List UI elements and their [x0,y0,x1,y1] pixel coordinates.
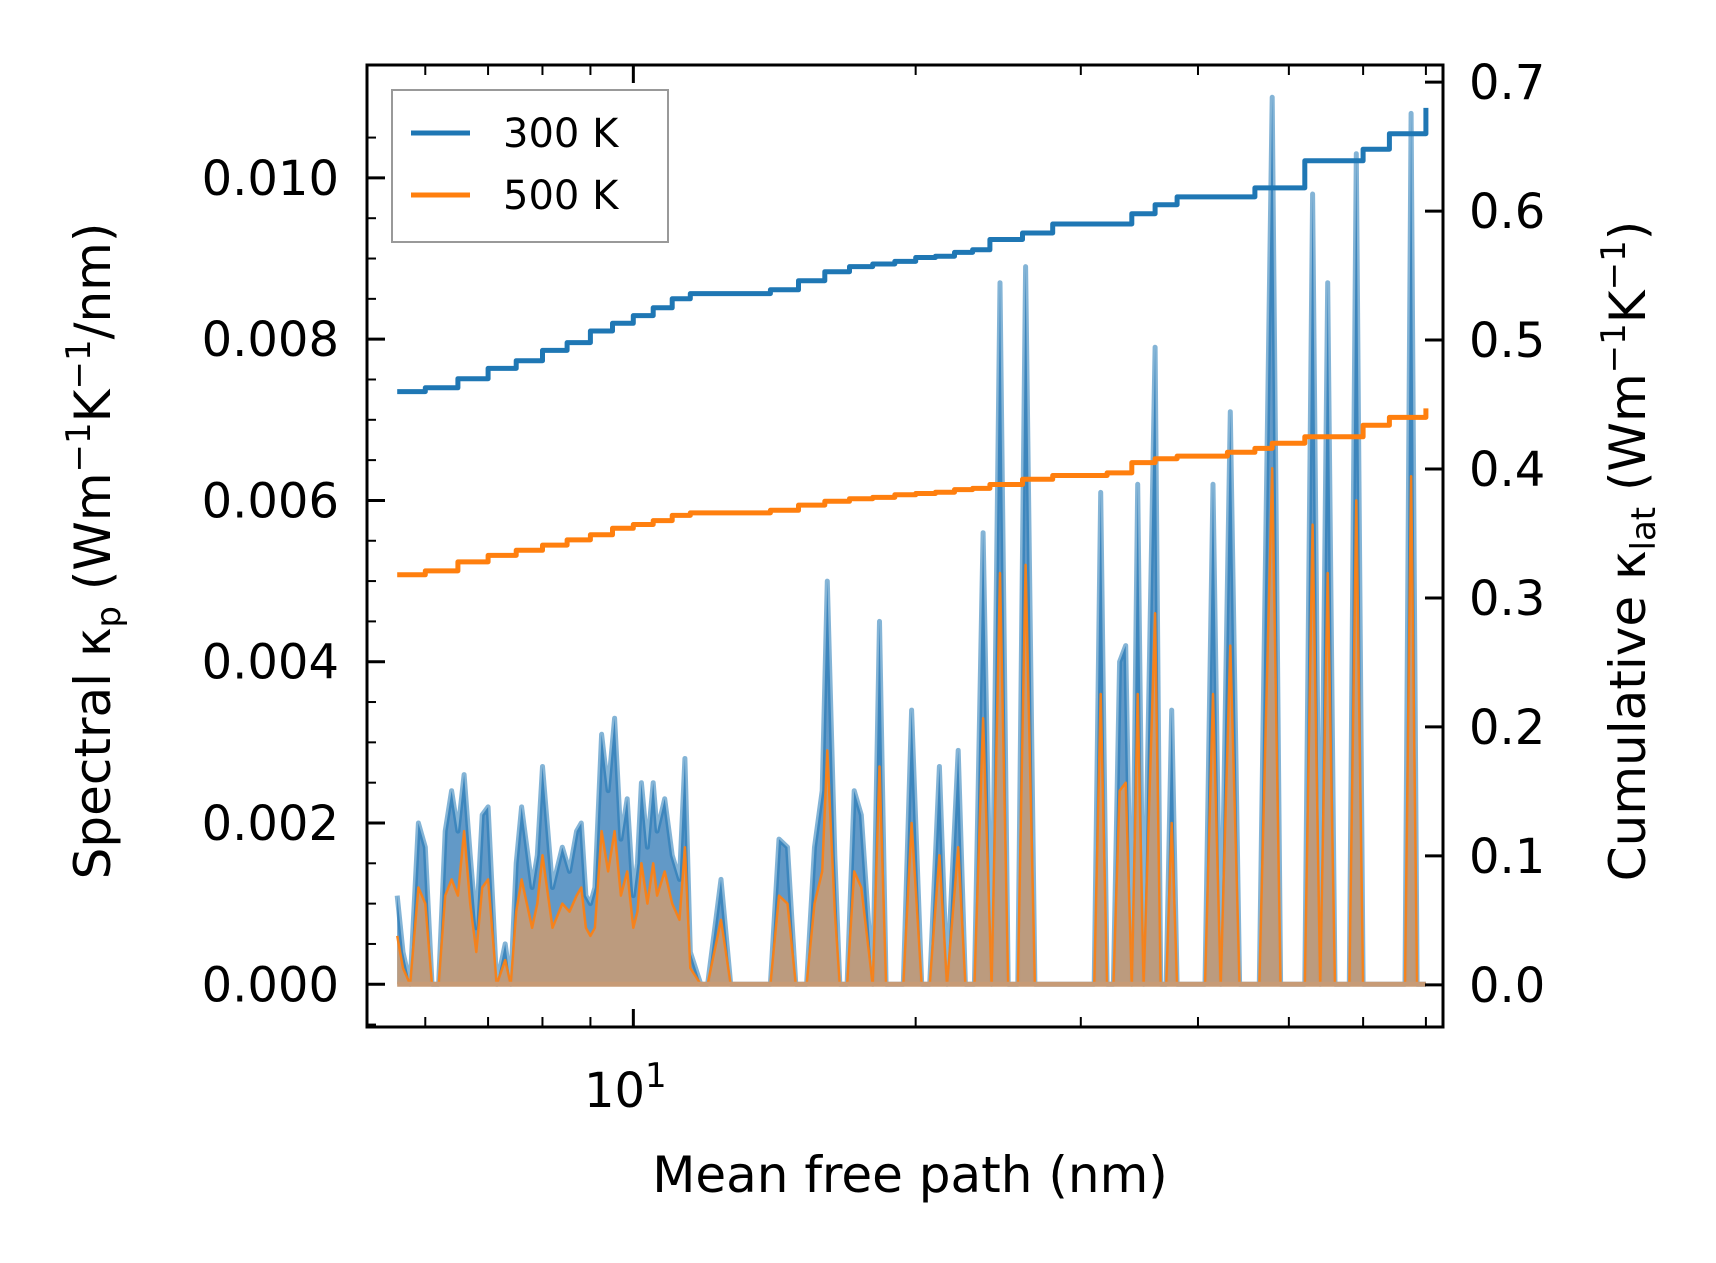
y-left-tick-label: 0.002 [202,796,339,852]
legend-label: 300 K [503,111,620,157]
y-right-tick-label: 0.1 [1469,829,1545,885]
y-right-tick-label: 0.6 [1469,184,1545,240]
y-right-axis-label: Cumulative κlat (Wm−1K−1) [1594,221,1664,881]
plot-frame [365,63,1445,1029]
legend-box [391,89,669,243]
y-right-tick-label: 0.3 [1469,571,1545,627]
cumulative-line-300k [397,107,1429,395]
plot-area [394,94,1429,987]
y-left-tick-label: 0.008 [202,312,339,368]
legend-label: 500 K [503,173,620,219]
cumulative-line-500k [397,408,1429,578]
spectral-fill-500k [397,468,1426,985]
y-left-tick-label: 0.000 [202,957,339,1013]
y-left-tick-label: 0.004 [202,635,339,691]
legend: 300 K 500 K [391,89,669,243]
y-right-tick-label: 0.4 [1469,442,1545,498]
y-right-tick-label: 0.2 [1469,700,1545,756]
y-left-tick-label: 0.010 [202,151,339,207]
y-right-tick-label: 0.7 [1469,55,1545,111]
x-axis-label: Mean free path (nm) [652,1146,1168,1204]
x-tick-label: 101 [584,1056,667,1119]
y-right-tick-label: 0.5 [1469,313,1545,369]
y-right-tick-label: 0.0 [1469,958,1545,1014]
y-left-tick-label: 0.006 [202,473,339,529]
y-left-axis-label: Spectral κp (Wm−1K−1/nm) [59,223,129,880]
